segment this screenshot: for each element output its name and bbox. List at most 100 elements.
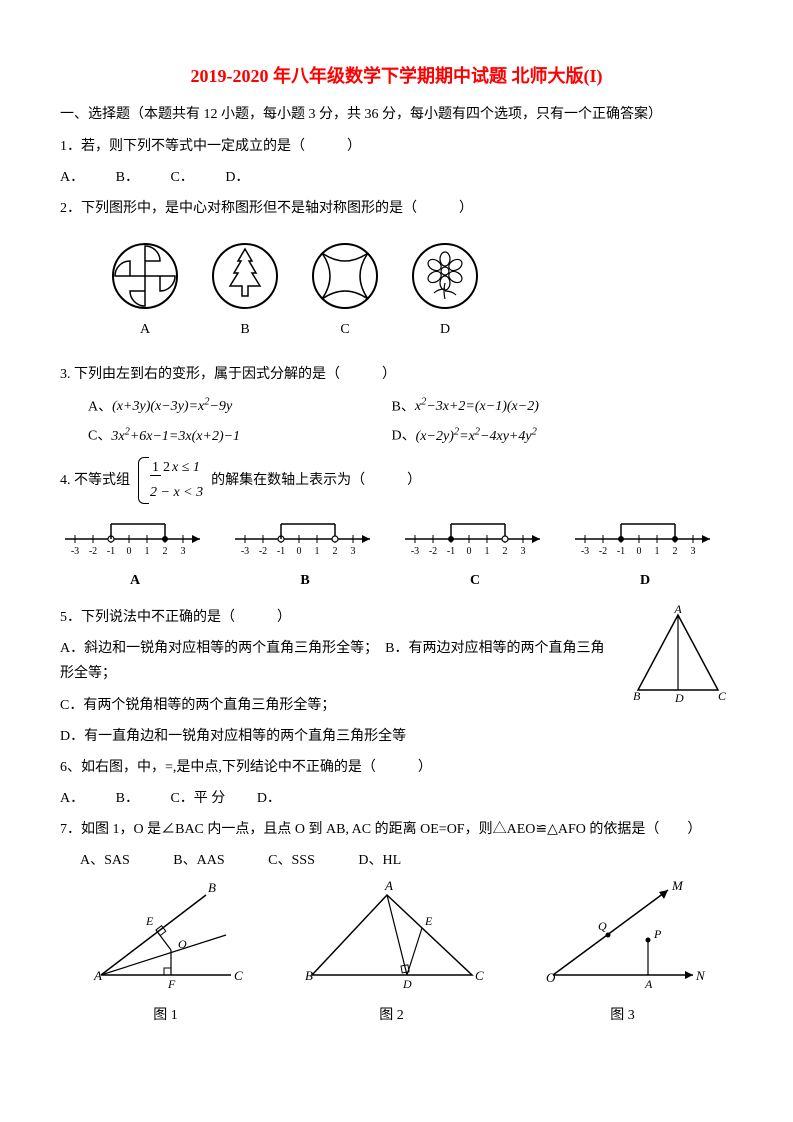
q2-label-b: B <box>210 317 280 342</box>
svg-text:-2: -2 <box>89 546 97 557</box>
svg-text:D: D <box>674 691 684 705</box>
q7-opt-a: A、SAS <box>80 848 130 873</box>
section-heading: 一、选择题（本题共有 12 小题，每小题 3 分，共 36 分，每小题有四个选项… <box>60 102 733 127</box>
svg-text:1: 1 <box>655 546 660 557</box>
q5-opt-d: D．有一直角边和一锐角对应相等的两个直角三角形全等 <box>60 724 733 749</box>
svg-text:0: 0 <box>467 546 472 557</box>
svg-text:-1: -1 <box>447 546 455 557</box>
q2-label-a: A <box>110 317 180 342</box>
q2-fig-c <box>310 241 380 311</box>
q3-d-label: D、 <box>392 429 416 444</box>
q4-system: 12x ≤ 1 2 − x < 3 <box>138 455 203 505</box>
q1-opt-a: A． <box>60 165 84 190</box>
svg-text:-3: -3 <box>411 546 419 557</box>
svg-text:3: 3 <box>351 546 356 557</box>
q6-options: A． B． C．平 分 D． <box>60 786 733 811</box>
svg-text:1: 1 <box>145 546 150 557</box>
numberline-a: -3-2-10123 <box>60 514 210 559</box>
svg-text:1: 1 <box>315 546 320 557</box>
svg-text:2: 2 <box>163 546 168 557</box>
q2-fig-a <box>110 241 180 311</box>
q2-label-c: C <box>310 317 380 342</box>
svg-text:E: E <box>145 914 154 928</box>
q1-opt-d: D． <box>225 165 249 190</box>
svg-text:-1: -1 <box>277 546 285 557</box>
svg-text:P: P <box>653 927 662 941</box>
svg-text:3: 3 <box>521 546 526 557</box>
q2-fig-d <box>410 241 480 311</box>
q2-label-d: D <box>410 317 480 342</box>
q4-label-b: B <box>230 568 380 593</box>
q3-text: 3. 下列由左到右的变形，属于因式分解的是（ ） <box>60 362 733 387</box>
svg-text:0: 0 <box>297 546 302 557</box>
q6-opt-c: C．平 分 <box>170 786 225 811</box>
svg-text:C: C <box>718 689 727 703</box>
q4-post: 的解集在数轴上表示为（ ） <box>211 468 421 493</box>
q7-fig1: A B C E F O <box>86 880 246 990</box>
svg-text:-3: -3 <box>581 546 589 557</box>
svg-text:-1: -1 <box>107 546 115 557</box>
q7-options: A、SAS B、AAS C、SSS D、HL <box>80 848 733 873</box>
q4-frac-d: 2 <box>161 460 172 475</box>
svg-text:1: 1 <box>485 546 490 557</box>
q6-opt-b: B． <box>116 786 139 811</box>
q6-opt-d: D． <box>257 786 281 811</box>
q6-triangle-fig: A B D C <box>623 605 733 705</box>
q7-figures: A B C E F O 图 1 B A C D E 图 2 <box>60 880 733 1028</box>
q4-label-c: C <box>400 568 550 593</box>
q4-label-a: A <box>60 568 210 593</box>
svg-text:B: B <box>633 689 641 703</box>
svg-text:C: C <box>475 968 484 983</box>
q5-q6-block: A B D C 5．下列说法中不正确的是（ ） A．斜边和一锐角对应相等的两个直… <box>60 605 733 811</box>
q1-opt-c: C． <box>170 165 193 190</box>
q4: 4. 不等式组 12x ≤ 1 2 − x < 3 的解集在数轴上表示为（ ） <box>60 455 733 505</box>
q6-opt-a: A． <box>60 786 84 811</box>
q6-text: 6、如右图，中，=,是中点,下列结论中不正确的是（ ） <box>60 755 733 780</box>
svg-text:3: 3 <box>691 546 696 557</box>
svg-text:2: 2 <box>673 546 678 557</box>
svg-text:3: 3 <box>181 546 186 557</box>
q4-ineq2: 2 − x < 3 <box>150 480 203 505</box>
q3-c-label: C、 <box>88 429 111 444</box>
svg-text:-2: -2 <box>599 546 607 557</box>
svg-text:Q: Q <box>598 919 607 933</box>
svg-text:F: F <box>167 977 176 990</box>
svg-text:A: A <box>673 605 682 616</box>
svg-text:-2: -2 <box>429 546 437 557</box>
q1-options: A． B． C． D． <box>60 165 733 190</box>
svg-text:-1: -1 <box>617 546 625 557</box>
q3-b-label: B、 <box>392 399 415 414</box>
svg-text:0: 0 <box>637 546 642 557</box>
q2-figures: A B C <box>110 241 733 342</box>
svg-text:-3: -3 <box>241 546 249 557</box>
q7-cap2: 图 2 <box>297 1003 487 1028</box>
q3-a-label: A、 <box>88 399 112 414</box>
svg-text:C: C <box>234 968 243 983</box>
numberline-c: -3 -2 -1 0 1 2 3 <box>400 514 550 559</box>
svg-text:D: D <box>402 977 412 990</box>
svg-text:-2: -2 <box>259 546 267 557</box>
numberline-d: -3 -2 -1 0 1 2 3 <box>570 514 720 559</box>
q2-text: 2．下列图形中，是中心对称图形但不是轴对称图形的是（ ） <box>60 196 733 221</box>
svg-text:B: B <box>305 968 313 983</box>
svg-text:0: 0 <box>127 546 132 557</box>
svg-text:A: A <box>644 977 653 990</box>
page-title: 2019-2020 年八年级数学下学期期中试题 北师大版(I) <box>60 60 733 92</box>
svg-text:A: A <box>384 880 393 893</box>
svg-text:2: 2 <box>333 546 338 557</box>
q3-options: A、(x+3y)(x−3y)=x2−9y B、x2−3x+2=(x−1)(x−2… <box>88 394 733 450</box>
q7-fig3: O M N P Q A <box>538 880 708 990</box>
q7-opt-b: B、AAS <box>173 848 224 873</box>
q7-opt-c: C、SSS <box>268 848 315 873</box>
q7-text: 7．如图 1，O 是∠BAC 内一点，且点 O 到 AB, AC 的距离 OE=… <box>60 817 733 842</box>
svg-text:O: O <box>546 970 556 985</box>
svg-text:B: B <box>208 880 216 895</box>
q7-opt-d: D、HL <box>358 848 401 873</box>
numberline-b: -3 -2 -1 0 1 2 3 <box>230 514 380 559</box>
q4-numberlines: -3 -2 -1 0 1 2 3 A -3 -2 -1 0 1 2 3 B -3 -2 -1 0 1 2 3 <box>60 514 733 593</box>
q7-cap1: 图 1 <box>86 1003 246 1028</box>
svg-text:E: E <box>424 914 433 928</box>
svg-text:2: 2 <box>503 546 508 557</box>
q4-pre: 4. 不等式组 <box>60 468 130 493</box>
q1-text: 1．若，则下列不等式中一定成立的是（ ） <box>60 134 733 159</box>
